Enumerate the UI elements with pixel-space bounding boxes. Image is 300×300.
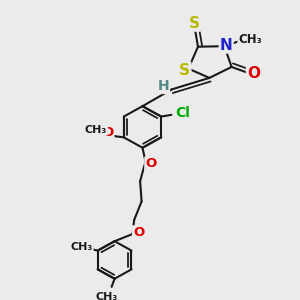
Text: N: N [220, 38, 233, 52]
Text: Cl: Cl [175, 106, 190, 119]
Text: O: O [133, 226, 144, 239]
Text: CH₃: CH₃ [238, 33, 262, 46]
Text: S: S [189, 16, 200, 31]
Text: CH₃: CH₃ [85, 124, 107, 135]
Text: O: O [247, 66, 260, 81]
Text: S: S [179, 63, 190, 78]
Text: H: H [158, 79, 169, 93]
Text: CH₃: CH₃ [96, 292, 118, 300]
Text: O: O [145, 158, 157, 170]
Text: O: O [102, 126, 113, 139]
Text: CH₃: CH₃ [70, 242, 93, 252]
